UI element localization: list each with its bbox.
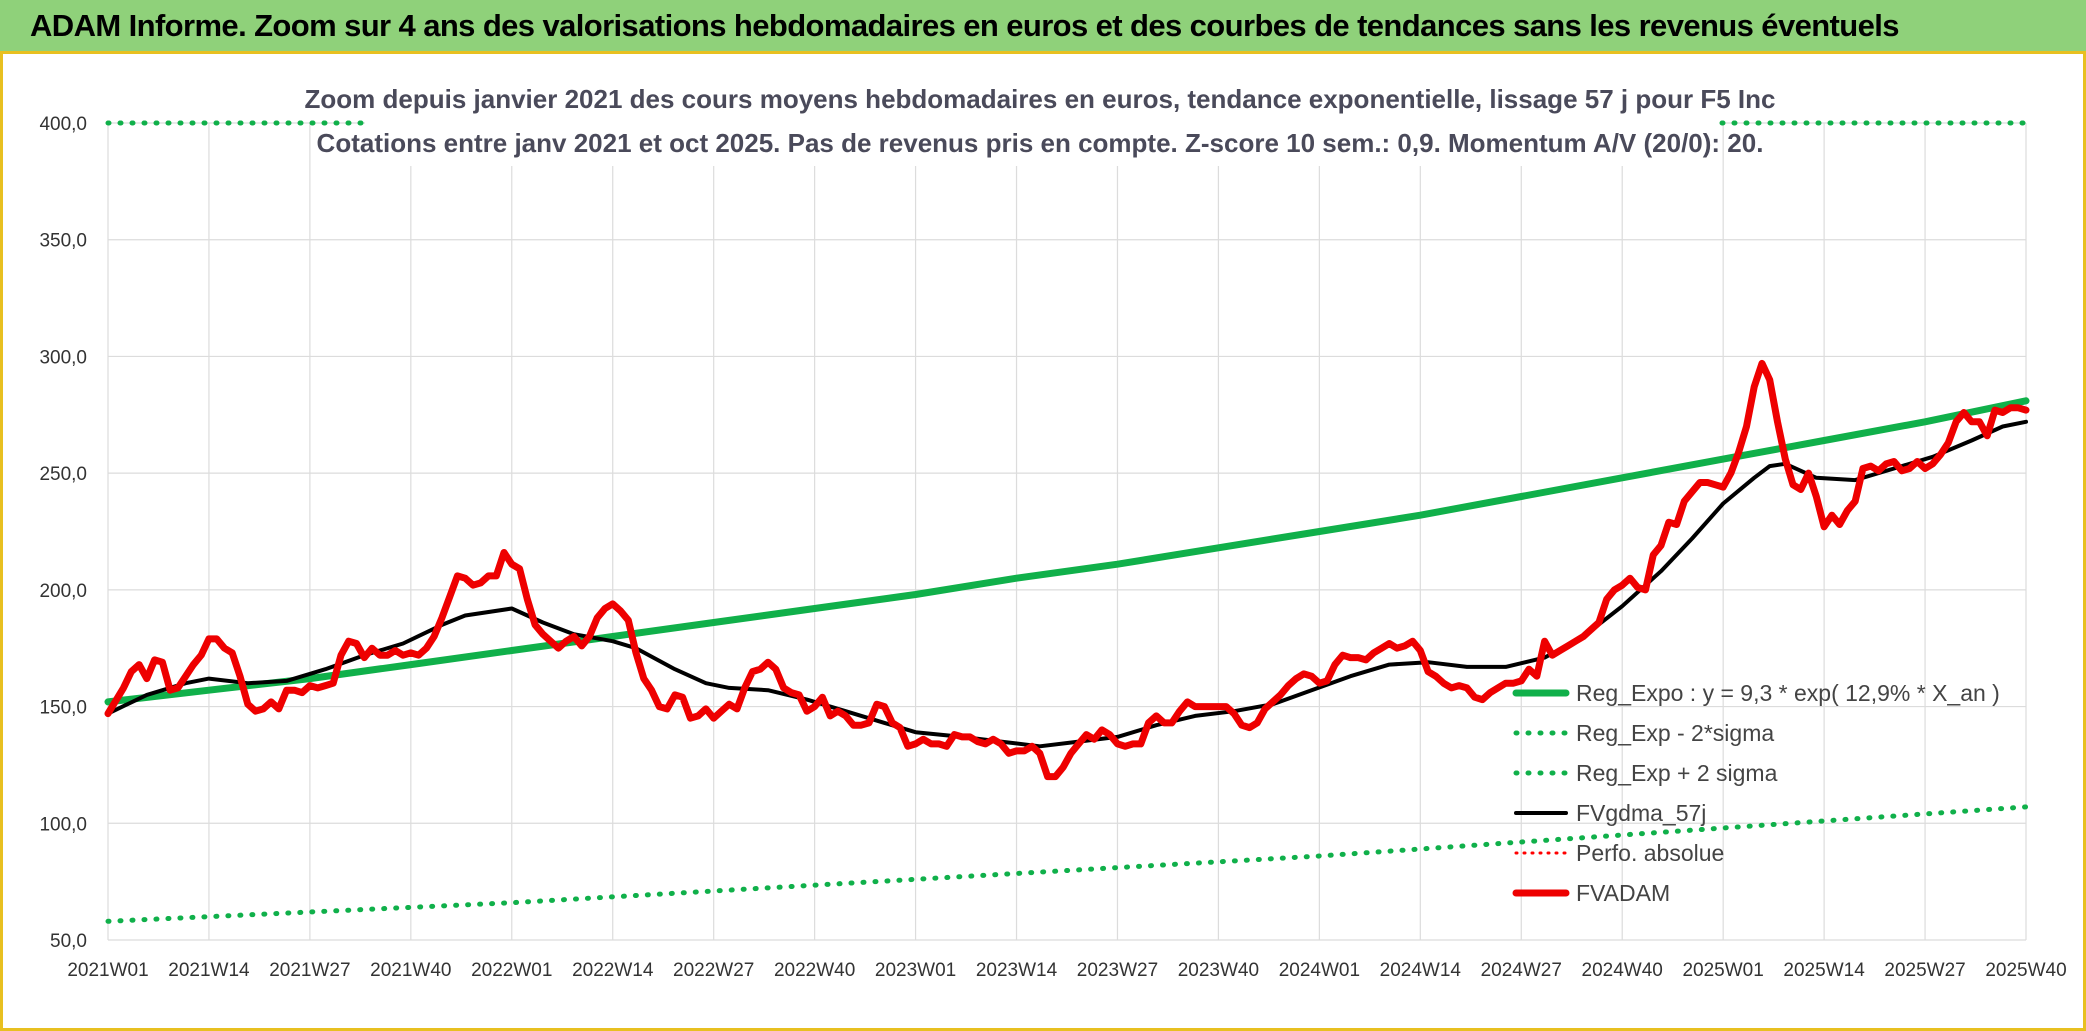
series-fvadam <box>104 359 2030 781</box>
y-axis-ticks: 50,0 100,0 150,0 200,0 250,0 300,0 350,0 400,0 <box>39 114 87 952</box>
legend-label: Reg_Exp - 2*sigma <box>1576 720 1774 746</box>
legend-label: FVgdma_57j <box>1576 800 1706 826</box>
y-tick-label: 350,0 <box>39 231 87 252</box>
chart-series <box>104 120 2030 924</box>
chart-grid <box>107 122 2027 941</box>
x-tick-label: 2023W14 <box>976 960 1058 981</box>
y-tick-label: 200,0 <box>39 581 87 602</box>
x-tick-label: 2025W14 <box>1783 960 1865 981</box>
x-axis-ticks: 2021W01 2021W14 2021W27 2021W40 2022W01 2022W… <box>67 960 2066 981</box>
x-tick-label: 2023W40 <box>1178 960 1259 981</box>
series-reg-exp-minus-2-sigma <box>105 804 2029 924</box>
y-tick-label: 400,0 <box>39 114 87 135</box>
x-tick-label: 2024W01 <box>1279 960 1360 981</box>
x-tick-label: 2025W40 <box>1985 960 2066 981</box>
x-tick-label: 2022W40 <box>774 960 855 981</box>
x-tick-label: 2023W01 <box>875 960 956 981</box>
chart-title: Zoom depuis janvier 2021 des cours moyen… <box>305 84 1776 114</box>
x-tick-label: 2022W01 <box>471 960 552 981</box>
x-tick-label: 2025W01 <box>1682 960 1763 981</box>
x-tick-label: 2021W01 <box>67 960 148 981</box>
chart-legend: Reg_Expo : y = 9,3 * exp( 12,9% * X_an )… <box>1512 680 2000 906</box>
x-tick-label: 2024W27 <box>1481 960 1562 981</box>
x-tick-label: 2023W27 <box>1077 960 1158 981</box>
y-tick-label: 100,0 <box>39 814 87 835</box>
legend-label: Reg_Expo : y = 9,3 * exp( 12,9% * X_an ) <box>1576 680 2000 706</box>
x-tick-label: 2022W14 <box>572 960 654 981</box>
x-tick-label: 2024W14 <box>1380 960 1462 981</box>
y-tick-label: 300,0 <box>39 347 87 368</box>
legend-label: Perfo. absolue <box>1576 840 1724 866</box>
y-tick-label: 150,0 <box>39 698 87 719</box>
legend-label: Reg_Exp + 2 sigma <box>1576 760 1778 786</box>
y-tick-label: 50,0 <box>50 931 87 952</box>
series-reg-expo <box>104 397 2030 706</box>
title-background <box>365 78 1720 166</box>
x-tick-label: 2021W27 <box>269 960 350 981</box>
chart-frame <box>0 54 2086 1031</box>
x-tick-label: 2021W40 <box>370 960 451 981</box>
x-tick-label: 2022W27 <box>673 960 754 981</box>
chart-subtitle: Cotations entre janv 2021 et oct 2025. P… <box>317 128 1764 158</box>
report-banner: ADAM Informe. Zoom sur 4 ans des valoris… <box>0 0 2086 54</box>
y-tick-label: 250,0 <box>39 464 87 485</box>
x-tick-label: 2025W27 <box>1884 960 1965 981</box>
report-title: ADAM Informe. Zoom sur 4 ans des valoris… <box>30 8 1900 43</box>
x-tick-label: 2021W14 <box>168 960 250 981</box>
legend-label: FVADAM <box>1576 880 1670 906</box>
x-tick-label: 2024W40 <box>1582 960 1663 981</box>
